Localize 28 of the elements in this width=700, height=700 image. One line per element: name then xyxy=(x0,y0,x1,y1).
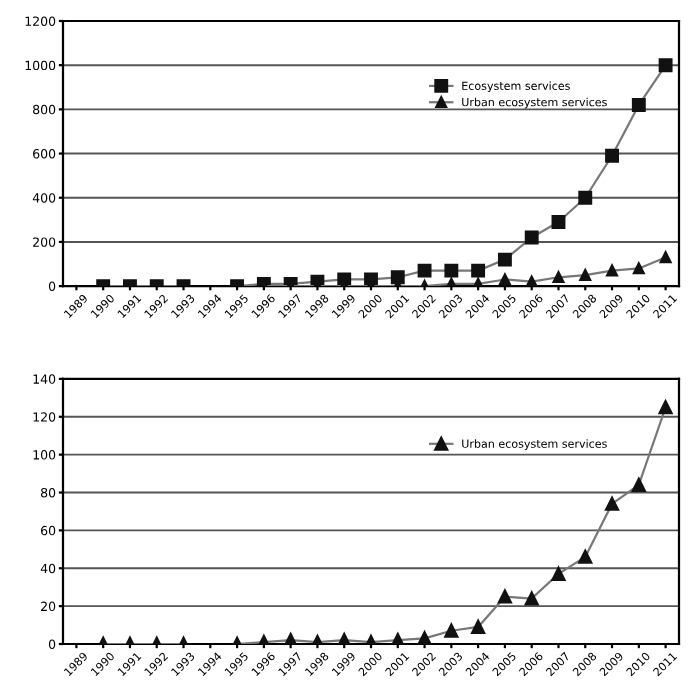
point xyxy=(578,190,593,205)
point xyxy=(417,631,432,644)
point xyxy=(524,591,539,606)
point xyxy=(283,633,298,644)
point xyxy=(658,400,673,415)
point xyxy=(497,252,512,267)
point xyxy=(471,620,486,634)
point xyxy=(551,215,566,229)
point xyxy=(525,275,538,287)
point xyxy=(632,262,645,275)
point xyxy=(471,263,486,278)
point xyxy=(497,589,512,604)
point xyxy=(390,633,405,644)
point xyxy=(444,623,459,638)
point xyxy=(658,58,673,73)
point xyxy=(606,264,618,277)
point xyxy=(605,496,619,511)
point xyxy=(524,230,539,245)
point xyxy=(337,633,352,644)
point xyxy=(578,549,593,564)
point xyxy=(499,273,511,286)
point xyxy=(551,566,566,581)
point xyxy=(605,148,619,163)
point xyxy=(444,263,459,278)
point xyxy=(631,98,646,112)
point xyxy=(390,270,405,285)
point xyxy=(417,263,432,278)
point xyxy=(631,477,646,492)
